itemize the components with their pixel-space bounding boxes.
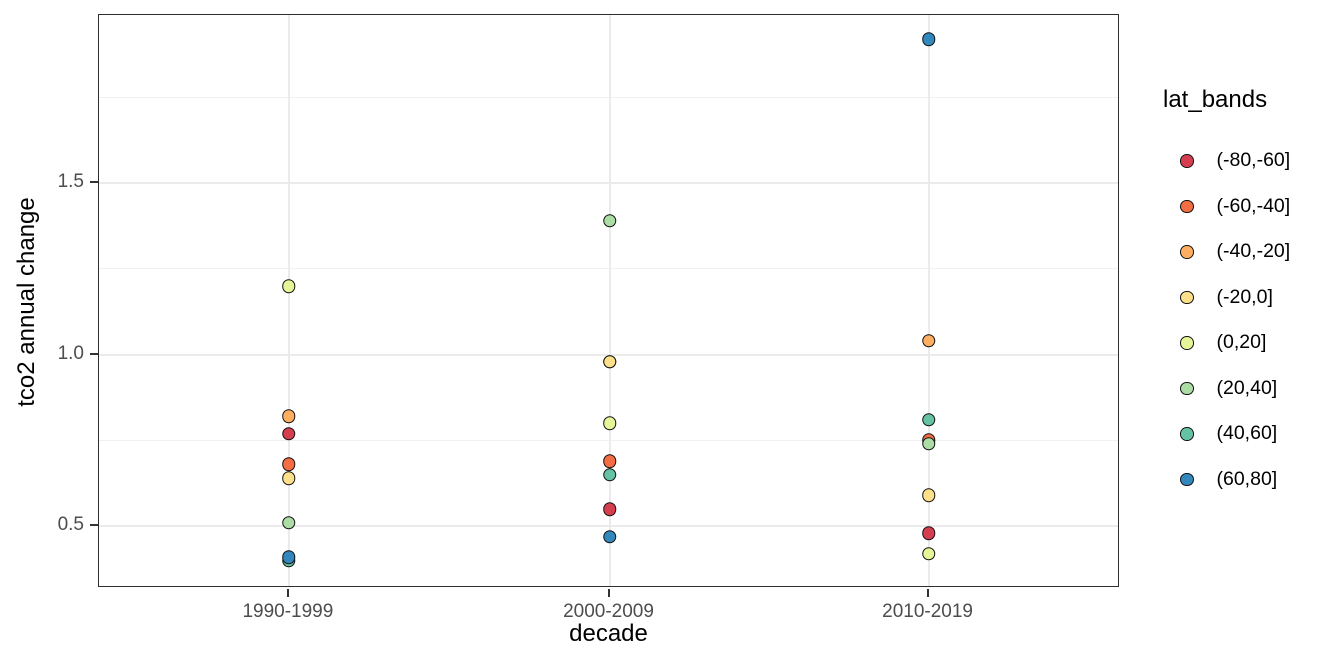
legend-item: (-20,0] <box>1163 275 1343 321</box>
legend-items: (-80,-60] (-60,-40] (-40,-20] (-20,0] (0,20]… <box>1163 138 1343 502</box>
x-tick-mark <box>926 588 929 597</box>
legend-label: (-80,-60] <box>1216 149 1291 172</box>
legend-key-dot <box>1180 245 1194 259</box>
x-major-gridline <box>608 15 611 586</box>
y-tick-mark <box>90 352 98 355</box>
legend-label: (0,20] <box>1216 331 1267 354</box>
data-point <box>602 468 617 482</box>
data-point <box>602 502 617 516</box>
x-tick-mark <box>607 588 610 597</box>
legend-label: (20,40] <box>1216 376 1278 399</box>
data-point <box>921 526 936 540</box>
data-point <box>282 279 296 293</box>
y-tick-mark <box>90 181 98 184</box>
x-axis-title: decade <box>569 620 648 647</box>
plot-panel <box>98 14 1119 587</box>
legend-label: (-40,-20] <box>1216 240 1291 263</box>
legend-item: (-60,-40] <box>1163 184 1343 230</box>
legend-label: (-60,-40] <box>1216 194 1291 217</box>
legend-key-dot <box>1180 290 1194 304</box>
x-tick-mark <box>286 588 289 597</box>
y-axis-title: tco2 annual change <box>13 197 40 407</box>
data-point <box>921 32 936 46</box>
data-point <box>921 334 936 348</box>
data-point <box>282 471 296 485</box>
legend-key-dot <box>1180 154 1194 168</box>
data-point <box>602 214 617 228</box>
data-point <box>921 437 936 451</box>
data-point <box>602 454 617 468</box>
x-major-gridline <box>287 15 290 586</box>
legend-item: (0,20] <box>1163 320 1343 366</box>
data-point <box>602 416 617 431</box>
x-tick-label: 2000-2009 <box>563 601 654 622</box>
legend-item: (-80,-60] <box>1163 138 1343 184</box>
legend-item: (20,40] <box>1163 366 1343 412</box>
data-point <box>282 409 296 424</box>
y-tick-label: 1.5 <box>57 171 84 193</box>
legend-key-dot <box>1180 427 1194 441</box>
legend-item: (-40,-20] <box>1163 229 1343 275</box>
legend-title: lat_bands <box>1163 86 1268 113</box>
data-point <box>602 529 617 544</box>
data-point <box>282 457 296 472</box>
data-point <box>282 516 296 530</box>
legend-key-dot <box>1180 336 1194 350</box>
y-tick-label: 0.5 <box>57 514 84 536</box>
data-point <box>921 488 936 503</box>
legend-label: (40,60] <box>1216 422 1278 445</box>
legend-key-dot <box>1180 199 1194 213</box>
legend: lat_bands (-80,-60] (-60,-40] (-40,-20] (-2… <box>1163 86 1343 502</box>
legend-item: (40,60] <box>1163 411 1343 457</box>
data-point <box>921 413 936 427</box>
x-major-gridline <box>927 15 930 586</box>
data-point <box>921 546 936 561</box>
legend-label: (-20,0] <box>1216 285 1273 308</box>
x-tick-label: 2010-2019 <box>882 601 973 622</box>
data-point <box>282 550 296 564</box>
legend-key-dot <box>1180 472 1194 486</box>
legend-item: (60,80] <box>1163 457 1343 503</box>
data-point <box>602 354 617 369</box>
legend-label: (60,80] <box>1216 467 1278 490</box>
data-point <box>282 426 296 441</box>
x-tick-label: 1990-1999 <box>242 601 334 622</box>
legend-key-dot <box>1180 381 1194 395</box>
y-tick-label: 1.0 <box>57 342 84 364</box>
y-tick-mark <box>90 524 98 527</box>
